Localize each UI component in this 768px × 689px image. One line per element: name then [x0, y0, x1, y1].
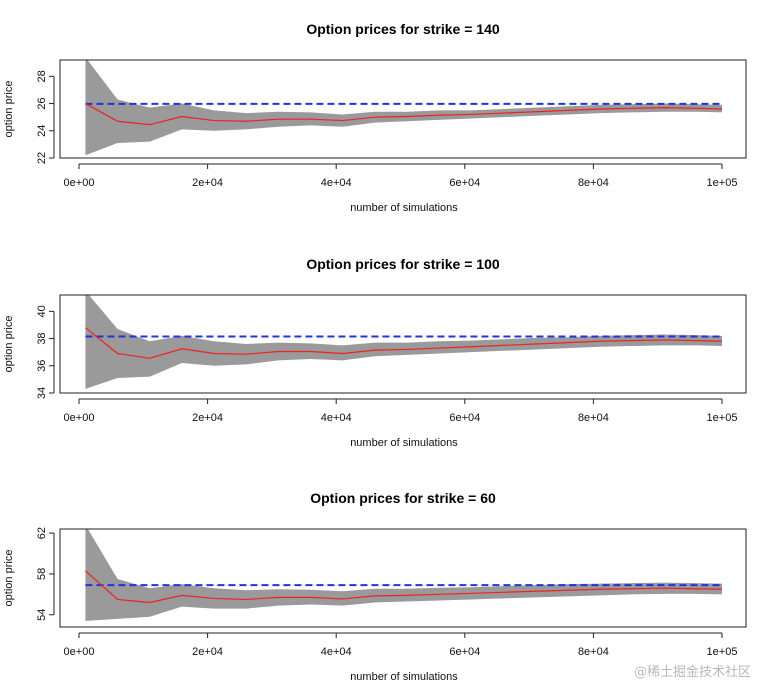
x-tick-label: 2e+04 — [192, 177, 223, 189]
plot-area — [85, 295, 723, 389]
x-tick-label: 8e+04 — [578, 646, 609, 658]
y-tick-label: 34 — [36, 387, 48, 399]
chart-title: Option prices for strike = 100 — [306, 256, 500, 272]
x-axis-label: number of simulations — [350, 671, 458, 683]
y-tick-label: 24 — [36, 125, 48, 137]
confidence-band — [85, 529, 722, 621]
x-tick-label: 1e+05 — [707, 177, 738, 189]
chart-title: Option prices for strike = 140 — [306, 21, 500, 37]
x-tick-label: 4e+04 — [321, 412, 352, 424]
x-tick-label: 4e+04 — [321, 177, 352, 189]
x-tick-label: 0e+00 — [64, 412, 95, 424]
y-tick-label: 62 — [36, 527, 48, 539]
plot-area — [85, 60, 723, 156]
chart-title: Option prices for strike = 60 — [310, 490, 496, 506]
y-tick-label: 58 — [36, 568, 48, 580]
x-tick-label: 1e+05 — [707, 646, 738, 658]
chart-panel-3: Option prices for strike = 60 0e+00 2e+04 4… — [3, 490, 747, 683]
x-axis-label: number of simulations — [350, 437, 458, 449]
y-axis-label: option price — [3, 316, 15, 373]
plot-frame — [59, 59, 747, 159]
y-tick-label: 22 — [36, 152, 48, 164]
confidence-band — [85, 60, 722, 156]
y-tick-label: 28 — [36, 70, 48, 82]
x-tick-label: 2e+04 — [192, 412, 223, 424]
x-tick-label: 0e+00 — [64, 646, 95, 658]
x-tick-label: 4e+04 — [321, 646, 352, 658]
x-tick-label: 6e+04 — [449, 646, 480, 658]
chart-panel-2: Option prices for strike = 100 0e+00 2e+04… — [3, 256, 747, 449]
watermark: @稀土掘金技术社区 — [630, 660, 754, 681]
plot-frame — [59, 294, 747, 394]
confidence-band — [85, 295, 722, 389]
y-axis-label: option price — [3, 81, 15, 138]
x-axis-label: number of simulations — [350, 202, 458, 214]
x-tick-label: 0e+00 — [64, 177, 95, 189]
y-axis-label: option price — [3, 550, 15, 607]
estimated-price-line — [85, 103, 723, 126]
x-tick-label: 6e+04 — [449, 412, 480, 424]
x-tick-label: 1e+05 — [707, 412, 738, 424]
y-tick-label: 54 — [36, 609, 48, 621]
y-tick-label: 36 — [36, 360, 48, 372]
x-tick-label: 2e+04 — [192, 646, 223, 658]
y-tick-label: 38 — [36, 332, 48, 344]
x-tick-label: 6e+04 — [449, 177, 480, 189]
chart-panel-1: Option prices for strike = 140 0e+00 2e+04… — [3, 21, 747, 214]
y-tick-label: 40 — [36, 305, 48, 317]
plot-frame — [59, 528, 747, 628]
x-tick-label: 8e+04 — [578, 412, 609, 424]
plot-area — [85, 529, 723, 621]
estimated-price-line — [85, 570, 723, 604]
y-tick-label: 26 — [36, 97, 48, 109]
estimated-price-line — [85, 327, 723, 359]
x-tick-label: 8e+04 — [578, 177, 609, 189]
